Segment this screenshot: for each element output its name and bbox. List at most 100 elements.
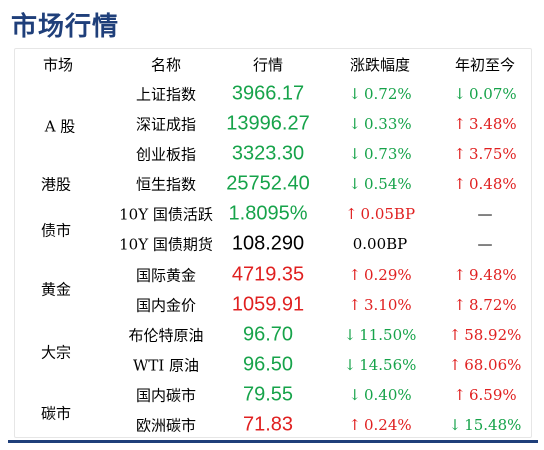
instrument-name: 创业板指 [135, 145, 197, 164]
change-cell: ↑ 0.29% [348, 266, 411, 284]
arrow-down-icon: ↓ [448, 416, 462, 434]
header-price: 行情 [252, 56, 284, 74]
price-value: 25752.40 [226, 172, 310, 195]
table-row: 国内金价 1059.91 ↑ 3.10% ↑ 8.72% [0, 293, 544, 316]
change-cell: ↑ 3.10% [348, 296, 411, 314]
change-cell: ↓ 0.73% [348, 145, 411, 163]
price-value: 13996.27 [226, 112, 310, 135]
ytd-value: — [477, 205, 493, 224]
ytd-cell: ↑ 3.48% [453, 115, 516, 133]
ytd-value: 15.48% [464, 416, 522, 434]
header-ytd: 年初至今 [454, 56, 516, 74]
ytd-cell: ↑ 6.59% [453, 386, 516, 404]
change-value: 14.56% [359, 355, 417, 374]
instrument-name: 国际黄金 [135, 266, 197, 285]
change-value: 0.33% [363, 115, 412, 134]
ytd-value: 3.75% [468, 145, 517, 164]
arrow-down-icon: ↓ [453, 85, 466, 103]
arrow-up-icon: ↑ [453, 385, 466, 404]
table-row: 恒生指数 25752.40 ↓ 0.54% ↑ 0.48% [0, 173, 544, 195]
change-cell: 0.00BP [353, 235, 408, 253]
ytd-cell: ↑ 68.06% [449, 356, 522, 374]
ytd-cell: ↑ 9.48% [453, 266, 516, 284]
arrow-down-icon: ↓ [348, 385, 361, 404]
ytd-cell: — [478, 235, 493, 253]
change-cell: ↓ 0.72% [348, 85, 411, 103]
change-value: 0.00BP [352, 235, 408, 254]
table-row: 创业板指 3323.30 ↓ 0.73% ↑ 3.75% [0, 143, 544, 165]
bottom-rule [8, 440, 538, 443]
change-value: 0.73% [363, 145, 412, 164]
arrow-up-icon: ↑ [453, 115, 466, 134]
table-row: 10Y 国债活跃 1.8095% ↑ 0.05BP — [0, 203, 544, 225]
instrument-name: 恒生指数 [135, 175, 197, 194]
table-row: 上证指数 3966.17 ↓ 0.72% ↓ 0.07% [0, 83, 544, 105]
change-value: 0.40% [363, 385, 412, 404]
instrument-name: 欧洲碳市 [135, 416, 197, 435]
arrow-up-icon: ↑ [348, 265, 361, 284]
header-change: 涨跌幅度 [349, 56, 411, 74]
ytd-value: 0.07% [468, 85, 517, 103]
change-cell: ↓ 11.50% [344, 326, 417, 344]
arrow-up-icon: ↑ [453, 175, 466, 194]
instrument-name: 国内碳市 [135, 386, 197, 405]
arrow-down-icon: ↓ [348, 85, 361, 103]
ytd-value: 58.92% [464, 325, 522, 344]
change-value: 3.10% [363, 295, 412, 314]
change-cell: ↓ 0.54% [348, 175, 411, 193]
table-row: 布伦特原油 96.70 ↓ 11.50% ↑ 58.92% [0, 323, 544, 346]
arrow-up-icon: ↑ [453, 265, 466, 284]
change-cell: ↓ 14.56% [344, 356, 417, 374]
arrow-up-icon: ↑ [448, 325, 462, 344]
instrument-name: 10Y 国债期货 [119, 235, 213, 254]
arrow-up-icon: ↑ [448, 355, 462, 374]
ytd-cell: ↑ 58.92% [449, 326, 522, 344]
market-label-bond: 债市 [40, 221, 72, 240]
instrument-name: 布伦特原油 [128, 326, 204, 345]
arrow-down-icon: ↓ [348, 145, 361, 164]
instrument-name: 10Y 国债活跃 [119, 205, 213, 224]
instrument-name: 深证成指 [135, 115, 197, 134]
ytd-value: 68.06% [464, 355, 522, 374]
change-value: 0.05BP [360, 205, 416, 224]
change-value: 0.54% [363, 175, 412, 194]
table-row: 国际黄金 4719.35 ↑ 0.29% ↑ 9.48% [0, 263, 544, 286]
arrow-down-icon: ↓ [348, 175, 361, 194]
header-name: 名称 [150, 56, 182, 74]
change-value: 11.50% [359, 325, 417, 344]
price-value: 1059.91 [231, 293, 305, 316]
instrument-name: 国内金价 [135, 296, 197, 315]
arrow-up-icon: ↑ [453, 145, 466, 164]
ytd-value: 3.48% [468, 115, 517, 134]
arrow-up-icon: ↑ [344, 205, 358, 224]
ytd-cell: ↑ 3.75% [453, 145, 516, 163]
table-row: 欧洲碳市 71.83 ↑ 0.24% ↓ 15.48% [0, 414, 544, 436]
arrow-down-icon: ↓ [343, 355, 357, 374]
arrow-down-icon: ↓ [348, 115, 361, 134]
price-value: 71.83 [242, 413, 294, 436]
price-value: 79.55 [242, 383, 294, 406]
change-cell: ↑ 0.24% [348, 416, 411, 434]
market-label-carbon: 碳市 [40, 404, 72, 423]
arrow-up-icon: ↑ [348, 416, 361, 434]
price-value: 3323.30 [231, 142, 305, 165]
change-cell: ↑ 0.05BP [345, 205, 415, 223]
change-value: 0.29% [363, 265, 412, 284]
ytd-cell: — [478, 205, 493, 223]
table-row: 深证成指 13996.27 ↓ 0.33% ↑ 3.48% [0, 113, 544, 135]
page-title: 市场行情 [11, 12, 120, 42]
ytd-cell: ↓ 15.48% [449, 416, 522, 434]
ytd-cell: ↑ 0.48% [453, 175, 516, 193]
arrow-down-icon: ↓ [343, 325, 357, 344]
market-label-a-share: A 股 [44, 117, 76, 136]
table-row: 10Y 国债期货 108.290 0.00BP — [0, 233, 544, 255]
price-value: 1.8095% [228, 202, 308, 225]
price-value: 3966.17 [231, 82, 305, 105]
table-frame [14, 48, 532, 438]
header-market: 市场 [42, 56, 74, 74]
arrow-up-icon: ↑ [453, 295, 466, 314]
market-label-gold: 黄金 [40, 280, 72, 299]
price-value: 96.50 [242, 353, 294, 376]
arrow-up-icon: ↑ [348, 295, 361, 314]
price-value: 96.70 [242, 323, 294, 346]
